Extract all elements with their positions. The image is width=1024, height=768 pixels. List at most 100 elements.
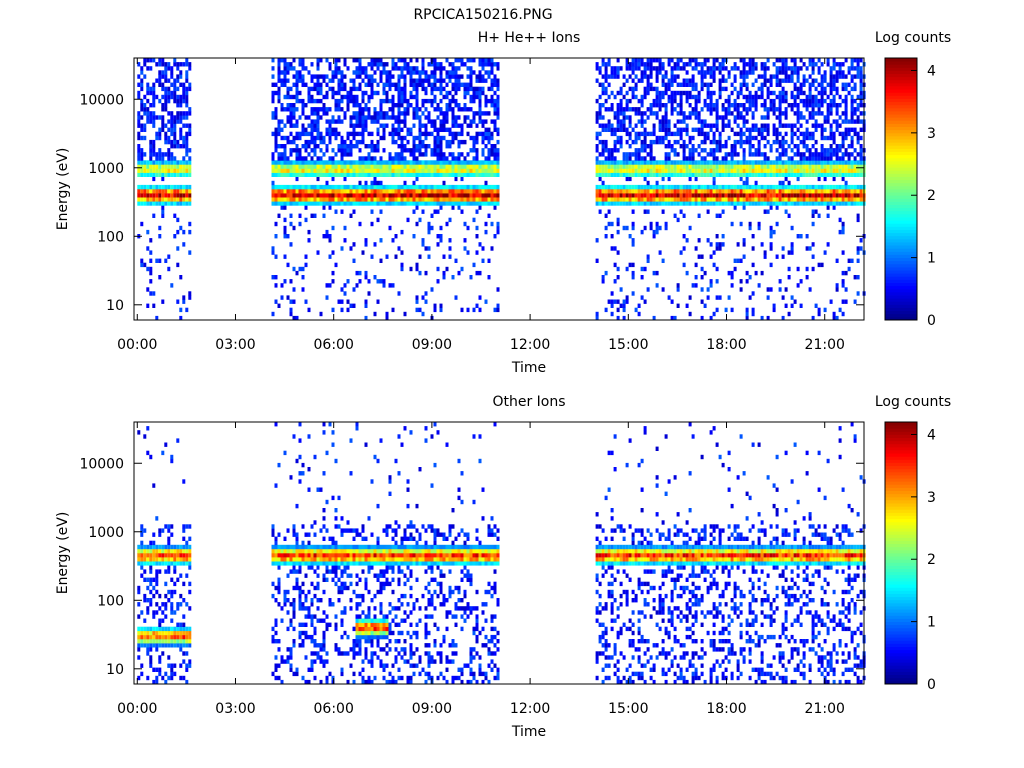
spectrogram-cell [137,82,141,87]
spectrogram-cell [496,82,500,87]
spectrogram-cell [313,127,317,132]
spectrogram-cell [613,279,617,284]
colorbar-segment [885,204,917,209]
spectrogram-cell [427,197,431,202]
spectrogram-cell [616,74,620,79]
spectrogram-cell [361,168,365,173]
spectrogram-cell [856,94,860,100]
spectrogram-cell [649,156,653,161]
spectrogram-cell [661,139,665,145]
spectrogram-cell [493,90,497,96]
spectrogram-cell [841,111,845,116]
spectrogram-cell [613,160,617,165]
spectrogram-cell [664,115,668,120]
spectrogram-cell [439,144,443,149]
spectrogram-cell [706,295,710,300]
spectrogram-cell [146,160,150,165]
spectrogram-cell [451,111,455,116]
spectrogram-cell [439,123,443,128]
spectrogram-cell [173,123,177,128]
spectrogram-cell [739,164,743,169]
spectrogram-cell [670,103,674,108]
spectrogram-cell [622,225,626,231]
spectrogram-cell [610,299,614,304]
spectrogram-cell [763,160,767,165]
spectrogram-cell [313,193,317,198]
spectrogram-cell [598,94,602,100]
spectrogram-cell [802,164,806,169]
spectrogram-cell [856,172,860,177]
spectrogram-cell [775,78,779,83]
spectrogram-cell [847,119,851,124]
spectrogram-cell [493,111,497,116]
spectrogram-cell [179,160,183,165]
spectrogram-cell [601,139,605,145]
spectrogram-cell [751,103,755,108]
spectrogram-cell [155,94,159,100]
spectrogram-cell [451,168,455,173]
spectrogram-cell [763,152,767,157]
spectrogram-cell [697,193,701,198]
spectrogram-cell [784,168,788,173]
spectrogram-cell [736,172,740,177]
spectrogram-cell [739,58,743,63]
spectrogram-cell [463,82,467,87]
spectrogram-cell [793,160,797,165]
spectrogram-cell [385,78,389,83]
spectrogram-cell [451,94,455,100]
spectrogram-cell [277,197,281,202]
spectrogram-cell [337,197,341,202]
spectrogram-cell [706,86,710,92]
spectrogram-cell [310,74,314,79]
spectrogram-cell [601,189,605,194]
spectrogram-cell [188,189,192,194]
spectrogram-cell [355,168,359,173]
spectrogram-cell [334,66,338,71]
spectrogram-cell [391,115,395,120]
spectrogram-cell [643,189,647,194]
spectrogram-cell [751,201,755,206]
spectrogram-cell [433,107,437,112]
spectrogram-cell [604,193,608,198]
spectrogram-cell [814,160,818,165]
spectrogram-cell [838,144,842,149]
spectrogram-cell [679,131,683,137]
spectrogram-cell [179,115,183,120]
spectrogram-cell [331,131,335,137]
spectrogram-cell [859,111,863,116]
spectrogram-cell [832,164,836,169]
spectrogram-cell [436,160,440,165]
spectrogram-cell [289,139,293,145]
spectrogram-cell [829,168,833,173]
spectrogram-cell [188,221,192,227]
spectrogram-cell [427,172,431,177]
spectrogram-cell [271,152,275,157]
spectrogram-cell [646,164,650,169]
spectrogram-cell [454,119,458,124]
spectrogram-cell [415,66,419,71]
spectrogram-cell [487,197,491,202]
spectrogram-cell [682,262,686,268]
spectrogram-cell [316,86,320,92]
spectrogram-cell [418,135,422,141]
spectrogram-cell [334,172,338,177]
spectrogram-cell [760,270,764,276]
spectrogram-cell [349,94,353,100]
spectrogram-cell [850,103,854,108]
spectrogram-cell [355,131,359,137]
spectrogram-cell [718,135,722,141]
spectrogram-cell [173,144,177,149]
spectrogram-cell [679,119,683,124]
spectrogram-cell [616,229,620,235]
spectrogram-cell [745,135,749,141]
spectrogram-cell [658,58,662,63]
spectrogram-cell [173,168,177,173]
spectrogram-cell [739,90,743,96]
spectrogram-cell [307,184,311,190]
spectrogram-cell [155,197,159,202]
spectrogram-cell [784,287,788,292]
spectrogram-cell [796,160,800,165]
spectrogram-cell [370,164,374,169]
spectrogram-cell [307,193,311,198]
spectrogram-cell [445,156,449,161]
